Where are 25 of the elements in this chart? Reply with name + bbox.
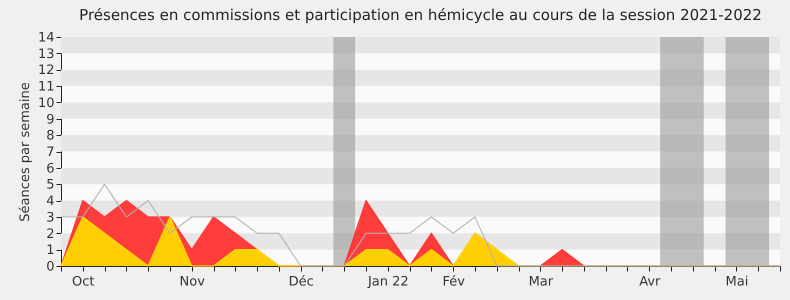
y-tick-label: 14 xyxy=(38,30,54,46)
y-tick-label: 9 xyxy=(46,112,54,128)
y-tick-label: 13 xyxy=(38,46,54,62)
chart-title: Présences en commissions et participation en hémicycle au cours de la session 2021-2022 xyxy=(79,6,762,24)
x-tick-label: Mar xyxy=(528,274,554,290)
x-tick-label: Déc xyxy=(288,274,314,290)
y-tick-label: 5 xyxy=(46,178,54,193)
y-tick-label: 4 xyxy=(46,194,54,210)
x-tick-label: Oct xyxy=(72,274,95,290)
y-axis-title: Séances par semaine xyxy=(18,82,33,222)
y-tick-label: 11 xyxy=(38,80,54,95)
y-tick-label: 0 xyxy=(46,260,54,274)
x-tick-label: Mai xyxy=(726,274,748,290)
y-tick-label: 10 xyxy=(38,96,54,111)
y-tick-label: 6 xyxy=(46,161,54,176)
x-tick-label: Avr xyxy=(639,274,662,290)
x-tick-label: Nov xyxy=(180,274,206,290)
y-tick-label: 7 xyxy=(46,145,54,160)
y-tick-label: 2 xyxy=(46,226,54,242)
y-tick-label: 3 xyxy=(46,210,54,226)
y-tick-label: 1 xyxy=(46,243,54,258)
y-tick-label: 8 xyxy=(46,128,54,144)
x-tick-label: Jan 22 xyxy=(366,274,409,290)
x-tick-label: Fév xyxy=(442,274,466,290)
y-tick-label: 12 xyxy=(38,63,54,78)
